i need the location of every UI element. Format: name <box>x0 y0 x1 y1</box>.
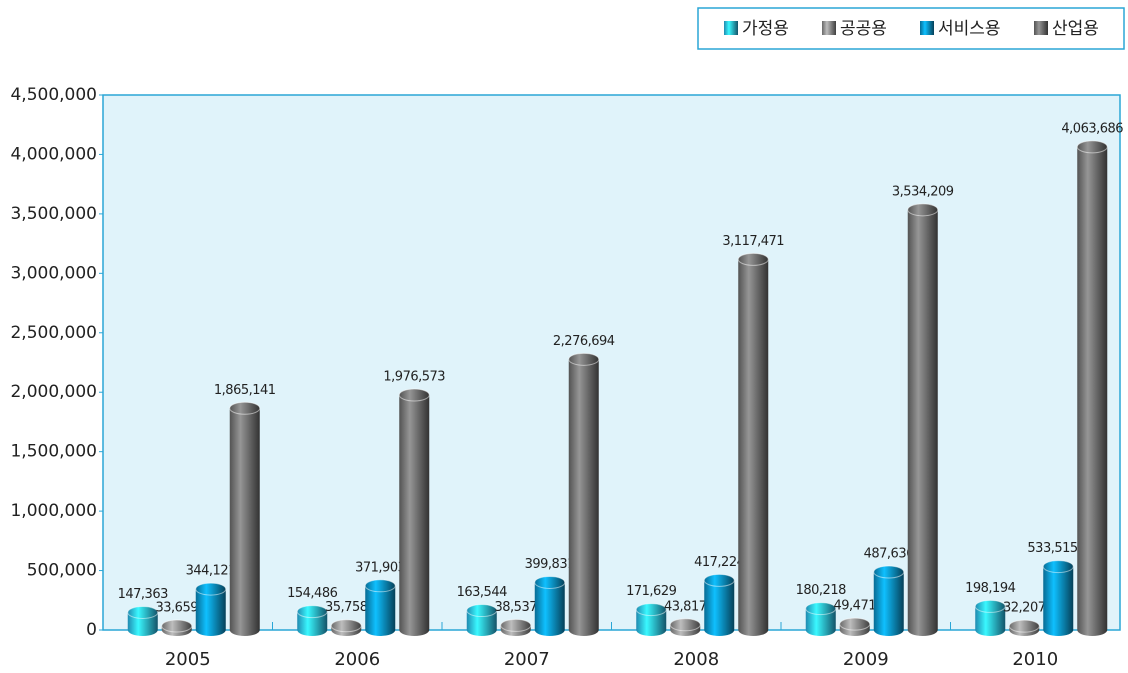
bar-cap <box>195 582 227 596</box>
bar-cap <box>161 619 193 633</box>
y-tick-label: 2,500,000 <box>10 323 97 343</box>
value-label: 399,831 <box>525 557 575 572</box>
value-label: 163,544 <box>457 585 507 600</box>
bar <box>873 572 904 636</box>
bar-cap <box>669 618 701 632</box>
value-label: 49,471 <box>834 599 877 614</box>
x-tick-label: 2005 <box>165 649 211 670</box>
bar-cap <box>1076 140 1108 154</box>
value-label: 154,486 <box>287 586 337 601</box>
bar <box>127 612 158 636</box>
plot-area <box>102 94 1121 631</box>
bar-cap <box>364 579 396 593</box>
value-label: 198,194 <box>965 581 1015 596</box>
value-label: 43,817 <box>664 599 707 614</box>
legend-box <box>697 7 1125 50</box>
value-label: 33,659 <box>156 600 199 615</box>
bar-cap <box>907 203 939 217</box>
x-tick-label: 2008 <box>673 649 719 670</box>
y-tick-label: 3,500,000 <box>10 204 97 224</box>
legend-swatch <box>724 21 738 35</box>
bar <box>907 209 938 636</box>
legend-label: 서비스용 <box>938 19 1001 39</box>
value-label: 533,515.0 <box>1027 541 1089 556</box>
value-label: 147,363 <box>118 587 168 602</box>
value-label: 1,976,573 <box>383 370 445 385</box>
legend-swatch <box>920 21 934 35</box>
y-tick-label: 500,000 <box>27 561 97 581</box>
bar <box>195 589 226 636</box>
bar <box>365 585 396 636</box>
value-label: 3,117,471 <box>722 234 784 249</box>
bar-cap <box>229 401 261 415</box>
legend-swatch <box>822 21 836 35</box>
bar <box>1043 566 1074 636</box>
bar-cap <box>398 388 430 402</box>
y-tick-label: 3,000,000 <box>10 263 97 283</box>
bar-cap <box>330 619 362 633</box>
bar <box>704 580 735 636</box>
x-tick-label: 2006 <box>334 649 380 670</box>
x-tick-label: 2010 <box>1012 649 1058 670</box>
x-tick-label: 2007 <box>504 649 550 670</box>
bar-cap <box>1008 619 1040 633</box>
value-label: 35,758 <box>325 600 368 615</box>
legend-label: 가정용 <box>742 19 789 39</box>
y-tick-label: 2,000,000 <box>10 382 97 402</box>
bar <box>568 359 599 636</box>
bar <box>636 609 667 636</box>
bar-cap <box>839 617 871 631</box>
bar-cap <box>703 573 735 587</box>
bar <box>297 611 328 636</box>
bar-cap <box>873 565 905 579</box>
value-label: 171,629 <box>626 584 676 599</box>
bar <box>229 408 260 636</box>
bar-cap <box>296 605 328 619</box>
value-label: 487,636 <box>864 547 914 562</box>
value-label: 371,903 <box>355 560 405 575</box>
bar-cap <box>805 602 837 616</box>
bar <box>1077 146 1108 636</box>
bar-cap <box>500 618 532 632</box>
bar <box>399 395 430 636</box>
legend-label: 산업용 <box>1052 19 1099 39</box>
y-tick-label: 1,000,000 <box>10 501 97 521</box>
bar-cap <box>737 252 769 266</box>
bar <box>738 259 769 636</box>
value-label: 180,218 <box>796 583 846 598</box>
value-label: 344,121 <box>186 564 236 579</box>
value-label: 32,207 <box>1003 601 1046 616</box>
bar <box>975 606 1006 636</box>
bar-cap <box>127 605 159 619</box>
bar-cap <box>1042 560 1074 574</box>
bar <box>534 582 565 636</box>
value-label: 4,063,686 <box>1061 121 1123 136</box>
bar-cap <box>568 352 600 366</box>
y-tick-label: 1,500,000 <box>10 442 97 462</box>
value-label: 3,534,209 <box>892 184 954 199</box>
y-tick-label: 0 <box>86 620 97 640</box>
y-tick-label: 4,000,000 <box>10 144 97 164</box>
bar <box>466 610 497 636</box>
bar-cap <box>466 604 498 618</box>
value-label: 38,537 <box>495 600 538 615</box>
bar <box>805 608 836 636</box>
value-label: 1,865,141 <box>214 383 276 398</box>
y-tick-label: 4,500,000 <box>10 85 97 105</box>
legend-label: 공공용 <box>840 19 887 39</box>
bar-cap <box>974 599 1006 613</box>
legend-swatch <box>1034 21 1048 35</box>
bar-cap <box>635 603 667 617</box>
value-label: 417,224 <box>694 555 744 570</box>
x-tick-label: 2009 <box>843 649 889 670</box>
value-label: 2,276,694 <box>553 334 615 349</box>
bar-cap <box>534 575 566 589</box>
